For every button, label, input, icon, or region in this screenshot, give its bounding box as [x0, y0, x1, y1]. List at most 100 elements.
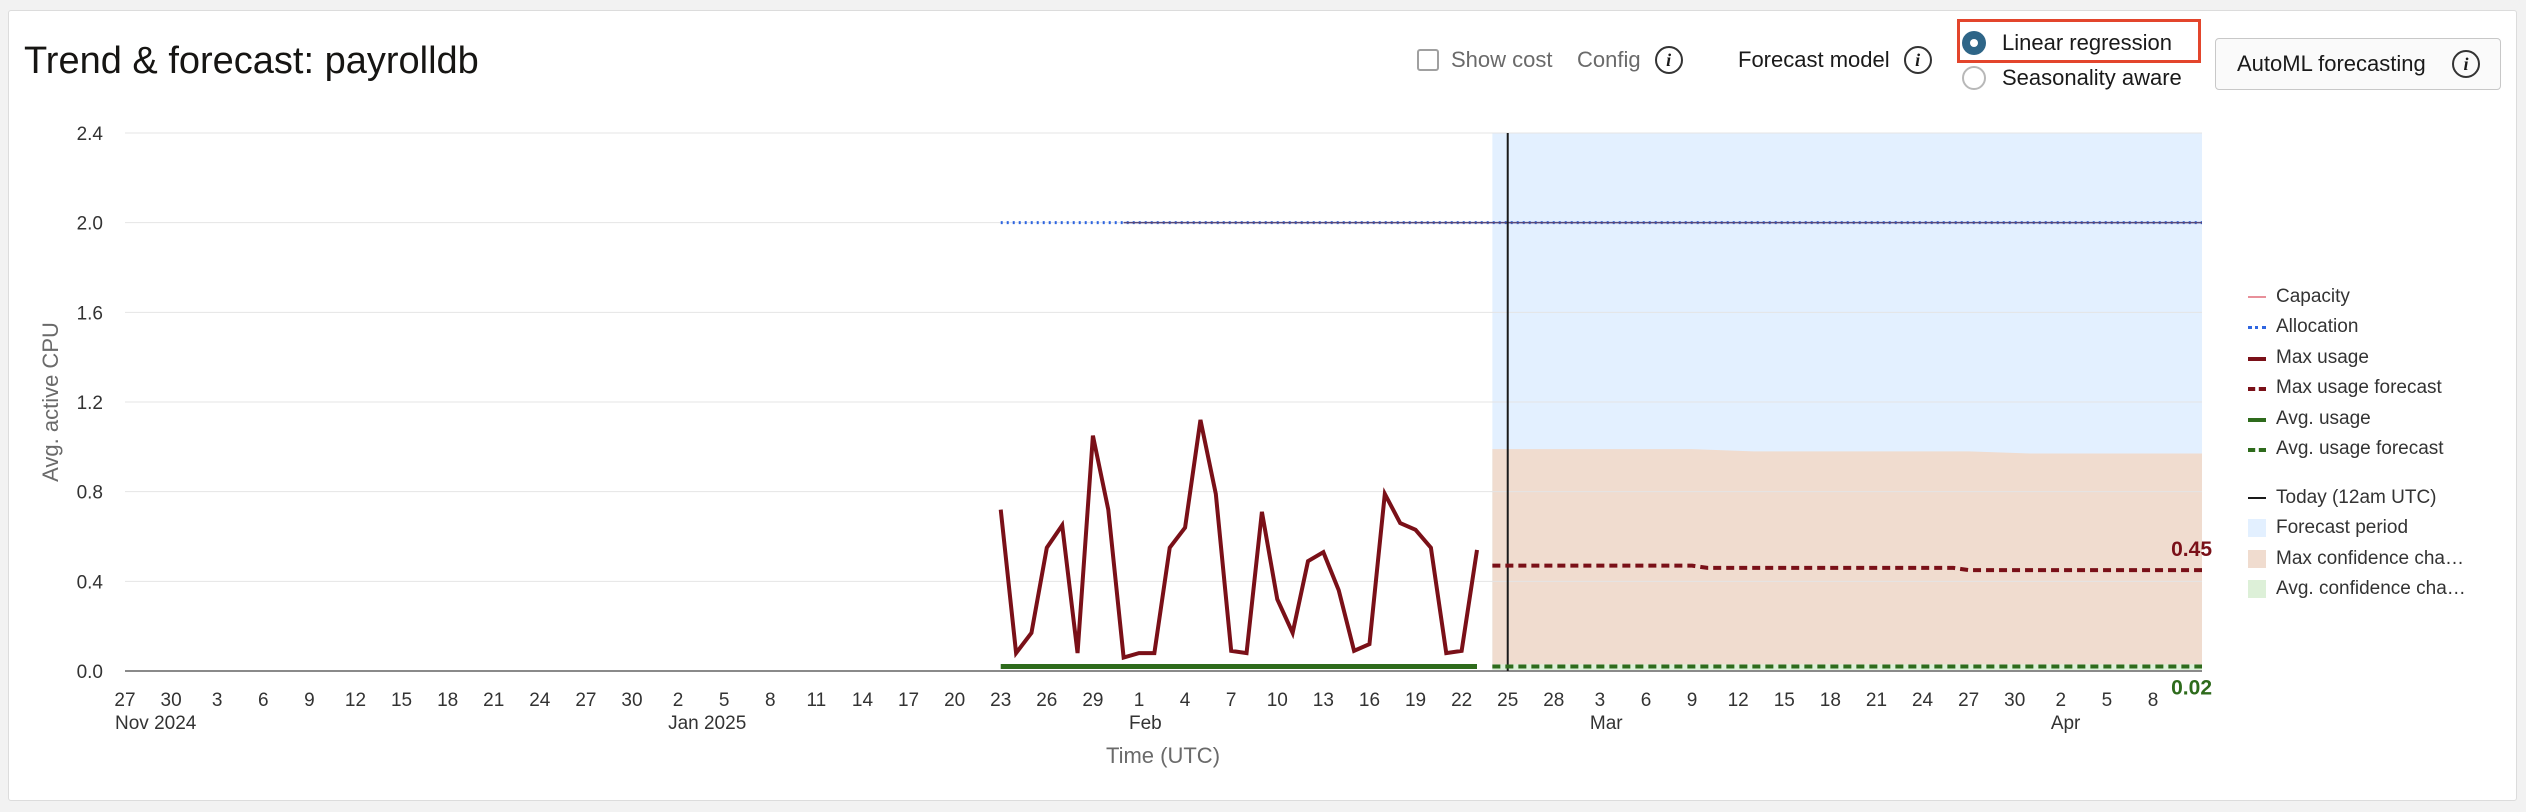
- legend-label: Allocation: [2276, 316, 2359, 337]
- x-tick-label: 15: [391, 690, 412, 711]
- forecast-model-label: Forecast model: [1738, 47, 1890, 72]
- show-cost-checkbox[interactable]: [1417, 49, 1439, 71]
- max-confidence-band: [1492, 449, 2202, 671]
- x-tick-sublabel: Feb: [1129, 713, 1162, 734]
- x-tick-label: 18: [437, 690, 458, 711]
- x-tick-label: 30: [621, 690, 642, 711]
- forecast-model-info-icon[interactable]: i: [1903, 46, 1932, 74]
- legend-item[interactable]: Allocation: [2248, 315, 2358, 339]
- x-tick-label: 9: [1687, 690, 1698, 711]
- x-tick-label: 30: [161, 690, 182, 711]
- legend-swatch-icon: [2248, 349, 2266, 367]
- y-axis-title: Avg. active CPU: [38, 322, 63, 482]
- show-cost-label: Show cost: [1451, 47, 1553, 72]
- x-tick-label: 16: [1359, 690, 1380, 711]
- x-tick-label: 24: [529, 690, 551, 711]
- x-tick-sublabel: Mar: [1590, 713, 1623, 734]
- config-info-icon[interactable]: i: [1654, 46, 1683, 74]
- legend-item[interactable]: Max confidence cha…: [2248, 547, 2464, 571]
- page-title: Trend & forecast: payrolldb: [24, 40, 479, 82]
- legend-label: Avg. confidence cha…: [2276, 578, 2466, 599]
- x-tick-label: 20: [944, 690, 965, 711]
- x-tick-label: 29: [1082, 690, 1103, 711]
- legend-label: Avg. usage: [2276, 408, 2371, 429]
- max-forecast-end-label: 0.45: [2171, 538, 2212, 561]
- x-tick-sublabel: Nov 2024: [115, 713, 197, 734]
- automl-forecasting-button[interactable]: AutoML forecasting i: [2215, 38, 2501, 90]
- legend-item[interactable]: Avg. usage: [2248, 407, 2371, 431]
- legend-item[interactable]: Avg. confidence cha…: [2248, 577, 2466, 601]
- y-tick-label: 2.4: [77, 124, 104, 145]
- legend-swatch-icon: [2248, 379, 2266, 397]
- y-tick-label: 1.2: [77, 393, 103, 414]
- x-tick-sublabel: Apr: [2051, 713, 2081, 734]
- x-tick-label: 1: [1134, 690, 1145, 711]
- legend-label: Max confidence cha…: [2276, 548, 2464, 569]
- legend-swatch-icon: [2248, 489, 2266, 507]
- legend-label: Max usage: [2276, 347, 2369, 368]
- automl-info-icon[interactable]: i: [2452, 50, 2480, 78]
- show-cost-toggle[interactable]: Show cost: [1417, 30, 1553, 90]
- x-axis-title: Time (UTC): [1106, 743, 1220, 768]
- x-tick-label: 21: [1866, 690, 1887, 711]
- radio-linear-regression[interactable]: Linear regression: [1962, 30, 2172, 56]
- legend-item[interactable]: Avg. usage forecast: [2248, 437, 2444, 461]
- y-tick-label: 0.8: [77, 483, 103, 504]
- radio-seasonality-aware-label: Seasonality aware: [2002, 65, 2182, 90]
- y-tick-label: 0.4: [77, 572, 104, 593]
- legend-swatch-icon: [2248, 288, 2266, 306]
- automl-forecasting-label: AutoML forecasting: [2237, 51, 2426, 76]
- legend-item[interactable]: Max usage: [2248, 346, 2369, 370]
- radio-seasonality-aware[interactable]: Seasonality aware: [1962, 65, 2182, 91]
- legend-swatch-icon: [2248, 440, 2266, 458]
- max-usage-forecast-line: [1492, 563, 2202, 573]
- x-tick-label: 3: [212, 690, 223, 711]
- config-label[interactable]: Config: [1577, 47, 1641, 72]
- x-tick-label: 23: [990, 690, 1011, 711]
- legend-item[interactable]: Max usage forecast: [2248, 376, 2442, 400]
- x-tick-label: 27: [575, 690, 596, 711]
- x-tick-label: 9: [304, 690, 315, 711]
- x-tick-label: 15: [1774, 690, 1795, 711]
- x-tick-label: 8: [765, 690, 776, 711]
- x-tick-label: 12: [1728, 690, 1749, 711]
- x-tick-label: 13: [1313, 690, 1334, 711]
- x-tick-label: 28: [1543, 690, 1564, 711]
- forecast-model-highlight: [1957, 19, 2201, 63]
- x-tick-label: 19: [1405, 690, 1426, 711]
- x-tick-label: 18: [1820, 690, 1841, 711]
- forecast-model-group: Forecast model i: [1738, 30, 1932, 90]
- x-tick-label: 10: [1267, 690, 1288, 711]
- x-tick-label: 17: [898, 690, 919, 711]
- legend-swatch-icon: [2248, 550, 2266, 568]
- x-tick-label: 22: [1451, 690, 1472, 711]
- x-tick-label: 21: [483, 690, 504, 711]
- radio-linear-regression-label: Linear regression: [2002, 30, 2172, 55]
- y-tick-label: 2.0: [77, 214, 103, 235]
- legend-label: Today (12am UTC): [2276, 487, 2437, 508]
- legend-item[interactable]: Forecast period: [2248, 516, 2408, 540]
- x-tick-label: 7: [1226, 690, 1237, 711]
- radio-selected-icon[interactable]: [1962, 31, 1986, 55]
- x-tick-label: 6: [1641, 690, 1652, 711]
- x-tick-label: 25: [1497, 690, 1518, 711]
- legend-label: Avg. usage forecast: [2276, 438, 2444, 459]
- x-tick-label: 2: [673, 690, 684, 711]
- x-tick-sublabel: Jan 2025: [668, 713, 746, 734]
- legend-label: Capacity: [2276, 286, 2350, 307]
- radio-unselected-icon[interactable]: [1962, 66, 1986, 90]
- x-tick-label: 8: [2148, 690, 2159, 711]
- legend-item[interactable]: Capacity: [2248, 285, 2350, 309]
- x-tick-label: 6: [258, 690, 269, 711]
- x-tick-label: 4: [1180, 690, 1191, 711]
- y-tick-label: 1.6: [77, 303, 103, 324]
- legend-item[interactable]: Today (12am UTC): [2248, 486, 2437, 510]
- config-group: Config i: [1577, 30, 1683, 90]
- series-lines: [998, 133, 2202, 671]
- legend-swatch-icon: [2248, 318, 2266, 336]
- x-tick-label: 27: [114, 690, 135, 711]
- x-tick-label: 30: [2004, 690, 2025, 711]
- x-tick-label: 14: [852, 690, 874, 711]
